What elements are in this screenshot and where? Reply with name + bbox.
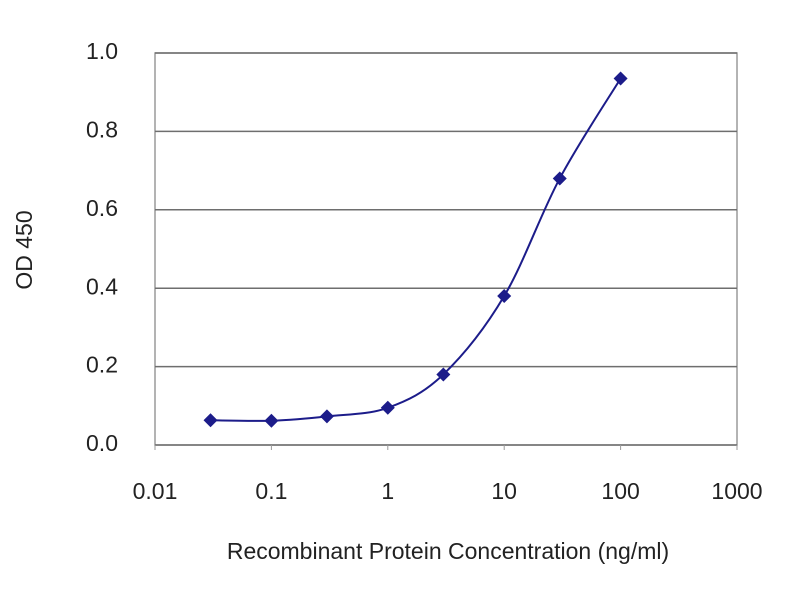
x-tick-label: 100	[601, 478, 639, 504]
x-tick-label: 1000	[711, 478, 762, 504]
x-axis-label: Recombinant Protein Concentration (ng/ml…	[227, 538, 669, 564]
y-tick-label: 0.6	[86, 195, 118, 221]
marker	[552, 171, 567, 186]
marker	[203, 413, 218, 428]
x-tick-label: 0.1	[255, 478, 287, 504]
marker	[380, 400, 395, 415]
marker	[264, 413, 279, 428]
x-tick-label: 0.01	[133, 478, 178, 504]
y-axis-label: OD 450	[11, 210, 37, 289]
x-tick-label: 1	[381, 478, 394, 504]
marker	[436, 367, 451, 382]
marker	[497, 289, 512, 304]
y-tick-label: 0.8	[86, 116, 118, 142]
y-tick-label: 1.0	[86, 38, 118, 64]
marker	[613, 71, 628, 86]
y-tick-label: 0.0	[86, 430, 118, 456]
y-tick-label: 0.4	[86, 273, 118, 299]
x-tick-label: 10	[491, 478, 517, 504]
y-tick-label: 0.2	[86, 352, 118, 378]
plot-area	[154, 52, 738, 446]
marker	[319, 409, 334, 424]
